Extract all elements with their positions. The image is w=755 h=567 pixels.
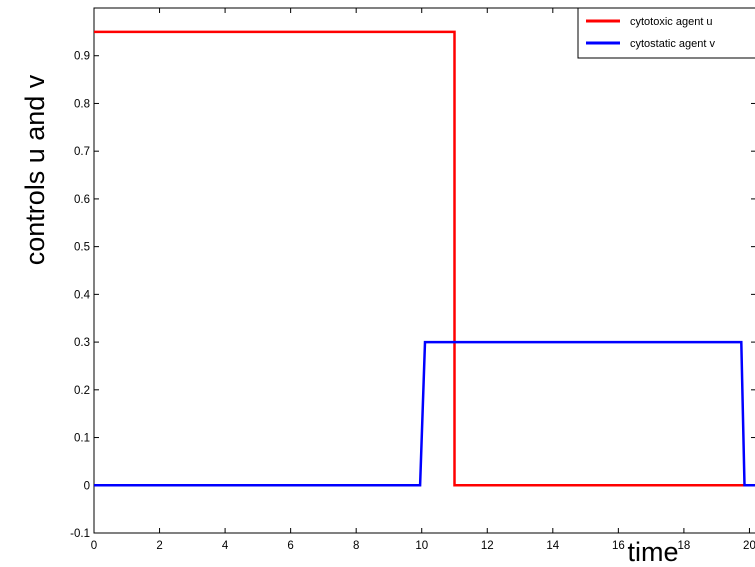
x-tick-label: 0 — [91, 540, 97, 552]
x-tick-label: 10 — [415, 540, 428, 552]
y-tick-label: 0.5 — [74, 242, 90, 254]
y-tick-label: 0.4 — [74, 289, 91, 301]
x-tick-label: 4 — [222, 540, 229, 552]
y-tick-label: 0.2 — [74, 385, 90, 397]
x-tick-label: 12 — [481, 540, 494, 552]
x-tick-label: 18 — [678, 540, 691, 552]
x-tick-label: 8 — [353, 540, 359, 552]
legend-label-u: cytotoxic agent u — [630, 16, 713, 28]
x-tick-label: 14 — [546, 540, 559, 552]
x-axis-label: time — [627, 537, 678, 567]
y-tick-label: 0.1 — [74, 433, 90, 445]
legend-label-v: cytostatic agent v — [630, 38, 715, 50]
y-tick-label: 0.9 — [74, 51, 90, 63]
y-tick-label: 0.7 — [74, 146, 90, 158]
y-tick-label: 0 — [84, 480, 90, 492]
y-tick-label: -0.1 — [70, 528, 90, 540]
x-tick-label: 2 — [156, 540, 162, 552]
x-ticks: 0 2 4 6 8 10 12 14 16 18 20 — [91, 8, 755, 552]
x-tick-label: 16 — [612, 540, 625, 552]
y-tick-label: 0.3 — [74, 337, 90, 349]
plot-area — [93, 7, 755, 534]
series-group — [94, 30, 755, 487]
x-tick-label: 6 — [287, 540, 293, 552]
series-line-0 — [94, 30, 755, 487]
legend: cytotoxic agent u cytostatic agent v — [577, 7, 755, 59]
series-line-1 — [94, 340, 755, 487]
y-axis-label: controls u and v — [20, 74, 50, 265]
x-tick-label: 20 — [743, 540, 755, 552]
y-tick-label: 0.6 — [74, 194, 90, 206]
y-ticks: -0.1 0 0.1 0.2 0.3 0.4 0.5 0.6 0.7 0.8 0.9 — [70, 51, 755, 540]
y-tick-label: 0.8 — [74, 98, 90, 110]
legend-box — [577, 7, 755, 59]
